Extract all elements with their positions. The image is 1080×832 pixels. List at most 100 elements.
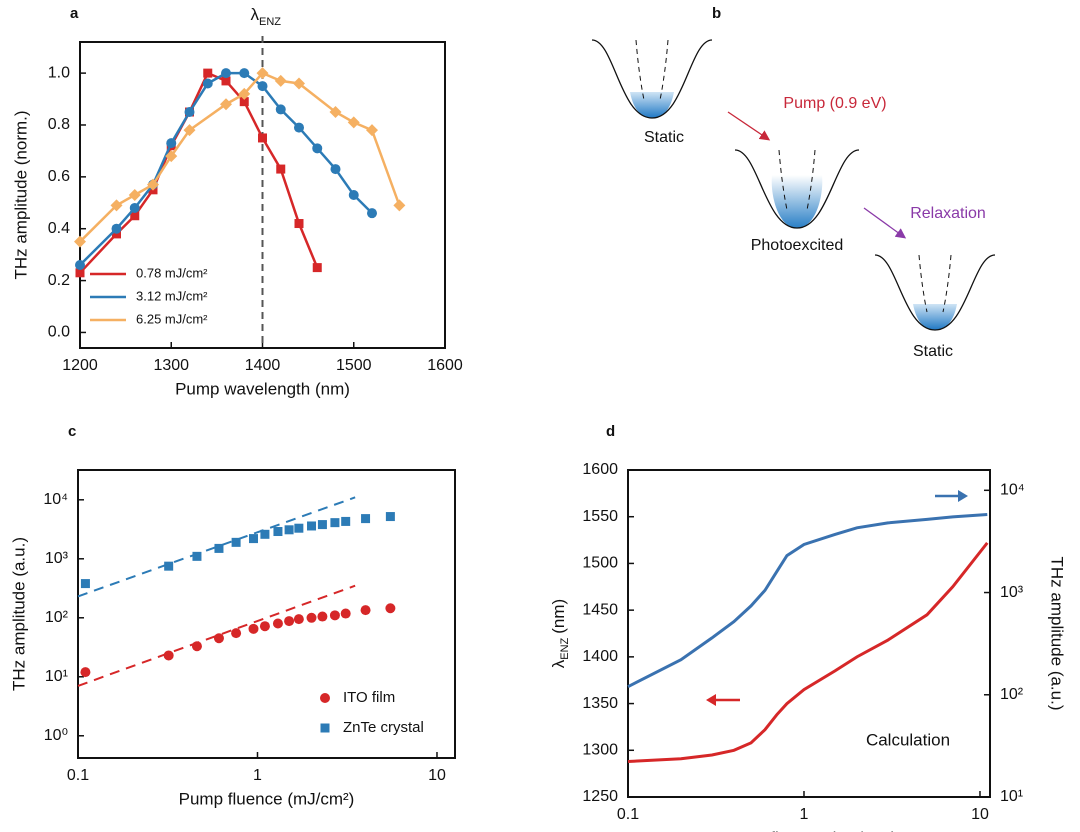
label: Pump (0.9 eV) — [783, 95, 886, 112]
marker — [75, 260, 85, 271]
marker — [329, 106, 342, 119]
well-dash — [778, 149, 816, 211]
y2-axis-label: THz amplitude (a.u.) — [1048, 557, 1067, 711]
marker — [340, 608, 351, 619]
legend-swatch — [320, 723, 330, 733]
marker — [202, 78, 213, 89]
marker — [294, 523, 304, 533]
marker — [348, 190, 359, 200]
marker — [294, 219, 304, 229]
panel: a 1200 1300 1400 1500 1600 0.0 0.2 0.4 0.6 0.8 1.0 P… — [11, 5, 462, 399]
marker — [275, 104, 286, 115]
legend-label: ZnTe crystal — [343, 719, 424, 736]
plot-frame — [77, 469, 456, 759]
marker — [306, 612, 317, 623]
y-tick-label: 10² — [45, 609, 69, 626]
x-tick-label: 1400 — [245, 357, 281, 374]
panel: d 0.1 1 10 1250 1300 1350 1400 1450 1500 1550 1600 1… — [549, 423, 1066, 832]
marker — [258, 133, 267, 143]
marker — [220, 98, 232, 111]
y-tick-label: 1500 — [582, 555, 618, 572]
y-tick-label: 1600 — [582, 461, 618, 478]
marker — [80, 667, 91, 678]
well — [734, 149, 860, 229]
well-dash — [635, 39, 669, 101]
x-axis-label: Pump fluence (mJ/cm²) — [179, 789, 355, 808]
series-line — [627, 541, 989, 763]
legend-label: 3.12 mJ/cm² — [136, 288, 208, 303]
marker — [231, 628, 242, 639]
marker — [317, 520, 327, 530]
marker — [329, 610, 340, 621]
x-tick-label: 0.1 — [67, 767, 89, 784]
well — [874, 254, 996, 331]
marker — [276, 164, 286, 174]
marker — [341, 516, 351, 526]
reference-label-sub: ENZ — [259, 16, 281, 28]
marker — [393, 199, 406, 212]
legend-label: 0.78 mJ/cm² — [136, 265, 208, 280]
marker — [111, 223, 122, 234]
y-tick-label: 0.0 — [48, 324, 70, 341]
y-axis-label: λENZ (nm) — [549, 599, 570, 668]
marker — [366, 124, 378, 137]
marker — [248, 623, 259, 634]
marker — [385, 603, 396, 614]
marker — [163, 650, 174, 661]
marker — [256, 67, 269, 80]
y-tick-label: 10⁴ — [43, 491, 68, 508]
arrow-head — [706, 694, 716, 706]
y-tick-label: 1400 — [582, 648, 618, 665]
x-tick-label: 10 — [428, 767, 446, 784]
marker — [238, 87, 251, 100]
arrow — [727, 111, 771, 141]
series-line — [627, 512, 988, 689]
marker — [130, 211, 140, 221]
panel-label: d — [606, 423, 615, 440]
well-fill — [630, 92, 674, 118]
reference-label-main: λ — [251, 5, 260, 24]
marker — [164, 561, 174, 571]
y-tick-label: 1300 — [582, 742, 618, 759]
marker — [257, 81, 268, 92]
marker — [284, 525, 294, 535]
marker — [214, 543, 224, 553]
marker — [239, 97, 249, 107]
y-axis-label: THz amplitude (a.u.) — [9, 537, 28, 691]
marker — [312, 263, 322, 273]
marker — [80, 579, 90, 589]
y-axis-label-sub: ENZ — [559, 637, 571, 659]
x-tick-label: 1300 — [153, 357, 189, 374]
x-tick-label: 1 — [800, 806, 809, 823]
marker — [330, 518, 340, 528]
x-tick-label: 0.1 — [617, 806, 639, 823]
marker — [367, 208, 377, 219]
marker — [147, 178, 159, 191]
panel-label: c — [68, 423, 76, 440]
reference-label: λENZ — [251, 5, 282, 27]
marker — [385, 512, 395, 522]
series-line — [79, 71, 373, 266]
marker — [74, 235, 86, 248]
y2-tick-label: 10² — [1000, 686, 1024, 703]
marker — [312, 143, 323, 154]
y-tick-label: 1.0 — [48, 64, 70, 81]
y-tick-label: 0.2 — [48, 272, 70, 289]
y2-tick-label: 10⁴ — [1000, 482, 1025, 499]
x-tick-label: 1 — [253, 767, 262, 784]
fit-line — [77, 584, 356, 687]
marker — [166, 138, 177, 149]
y-tick-label: 10³ — [45, 550, 69, 567]
legend-label: 6.25 mJ/cm² — [136, 311, 208, 326]
marker — [272, 618, 283, 629]
marker — [112, 229, 121, 239]
marker — [183, 124, 196, 137]
label: Photoexcited — [751, 237, 844, 254]
marker — [284, 616, 295, 627]
well-dash — [918, 254, 952, 313]
marker — [330, 164, 341, 175]
panel-label: b — [712, 5, 721, 22]
legend-swatch — [320, 693, 330, 703]
label: Relaxation — [910, 205, 986, 222]
